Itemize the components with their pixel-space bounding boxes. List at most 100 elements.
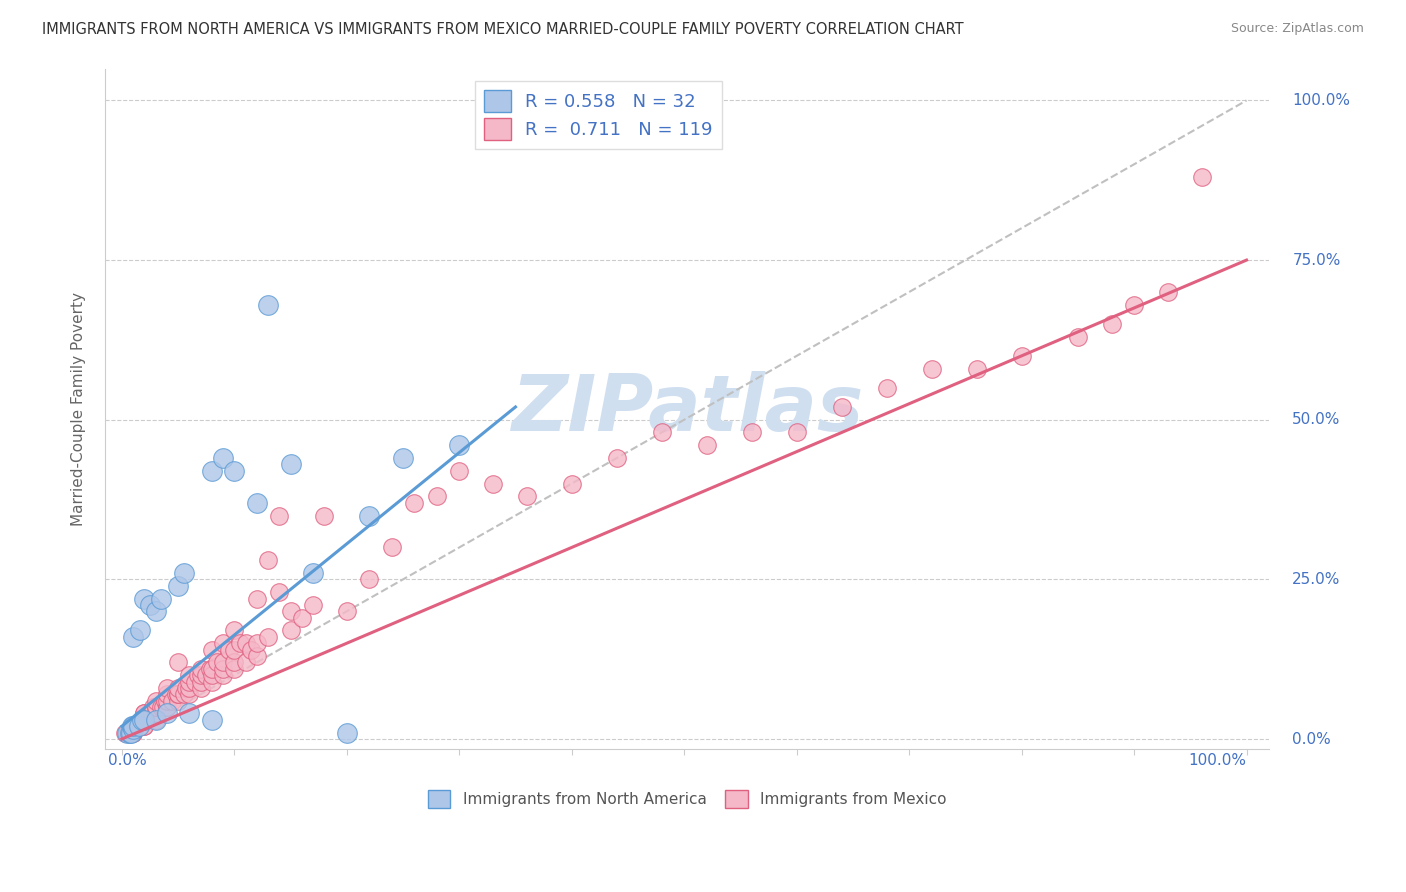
Point [128, 624, 150, 638]
Point [1011, 349, 1033, 363]
Point [145, 700, 167, 714]
Point [190, 662, 212, 676]
Point [128, 719, 150, 733]
Point [280, 604, 302, 618]
Text: IMMIGRANTS FROM NORTH AMERICA VS IMMIGRANTS FROM MEXICO MARRIED-COUPLE FAMILY PO: IMMIGRANTS FROM NORTH AMERICA VS IMMIGRA… [42, 22, 963, 37]
Point [134, 713, 156, 727]
Point [131, 713, 153, 727]
Point [381, 541, 404, 555]
Point [201, 668, 224, 682]
Point [134, 713, 156, 727]
Point [173, 566, 195, 580]
Point [235, 656, 257, 670]
Text: 50.0%: 50.0% [1292, 412, 1341, 427]
Point [120, 725, 142, 739]
Point [167, 681, 190, 695]
Point [128, 719, 150, 733]
Point [134, 591, 156, 606]
Point [201, 662, 224, 676]
Point [246, 496, 269, 510]
Point [187, 668, 209, 682]
Point [121, 719, 143, 733]
Point [150, 700, 173, 714]
Point [404, 496, 426, 510]
Point [212, 656, 235, 670]
Point [426, 489, 449, 503]
Point [134, 719, 156, 733]
Point [449, 464, 471, 478]
Point [156, 700, 179, 714]
Point [291, 610, 314, 624]
Point [359, 508, 381, 523]
Point [606, 450, 628, 465]
Point [561, 476, 583, 491]
Point [122, 719, 145, 733]
Point [122, 630, 145, 644]
Text: 100.0%: 100.0% [1292, 93, 1350, 108]
Point [141, 706, 163, 721]
Point [696, 438, 718, 452]
Point [224, 656, 246, 670]
Point [122, 719, 145, 733]
Point [1067, 329, 1090, 343]
Text: 75.0%: 75.0% [1292, 252, 1341, 268]
Point [145, 694, 167, 708]
Point [134, 719, 156, 733]
Point [257, 553, 280, 567]
Point [145, 706, 167, 721]
Point [179, 668, 201, 682]
Point [145, 700, 167, 714]
Point [269, 508, 291, 523]
Point [195, 668, 218, 682]
Point [121, 725, 143, 739]
Point [162, 694, 184, 708]
Point [125, 719, 148, 733]
Point [132, 713, 155, 727]
Text: Source: ZipAtlas.com: Source: ZipAtlas.com [1230, 22, 1364, 36]
Point [224, 662, 246, 676]
Point [156, 706, 179, 721]
Point [359, 573, 381, 587]
Point [165, 687, 187, 701]
Point [224, 464, 246, 478]
Point [167, 687, 190, 701]
Point [134, 713, 156, 727]
Point [114, 725, 136, 739]
Point [246, 636, 269, 650]
Point [128, 719, 150, 733]
Point [122, 725, 145, 739]
Point [173, 687, 195, 701]
Point [212, 668, 235, 682]
Point [741, 425, 763, 440]
Point [167, 656, 190, 670]
Point [120, 725, 142, 739]
Point [1191, 170, 1213, 185]
Point [212, 636, 235, 650]
Point [966, 361, 988, 376]
Point [336, 725, 359, 739]
Point [1157, 285, 1180, 299]
Text: ZIPatlas: ZIPatlas [510, 370, 863, 447]
Point [139, 598, 162, 612]
Point [1101, 317, 1123, 331]
Point [134, 706, 156, 721]
Point [314, 508, 336, 523]
Point [179, 681, 201, 695]
Point [131, 713, 153, 727]
Point [152, 700, 174, 714]
Point [246, 648, 269, 663]
Point [257, 630, 280, 644]
Point [117, 725, 139, 739]
Point [167, 579, 190, 593]
Point [156, 687, 179, 701]
Point [179, 706, 201, 721]
Text: 0.0%: 0.0% [1292, 731, 1331, 747]
Point [145, 713, 167, 727]
Point [1123, 298, 1146, 312]
Point [218, 642, 240, 657]
Point [129, 719, 152, 733]
Point [224, 624, 246, 638]
Point [831, 400, 853, 414]
Point [302, 598, 325, 612]
Point [201, 674, 224, 689]
